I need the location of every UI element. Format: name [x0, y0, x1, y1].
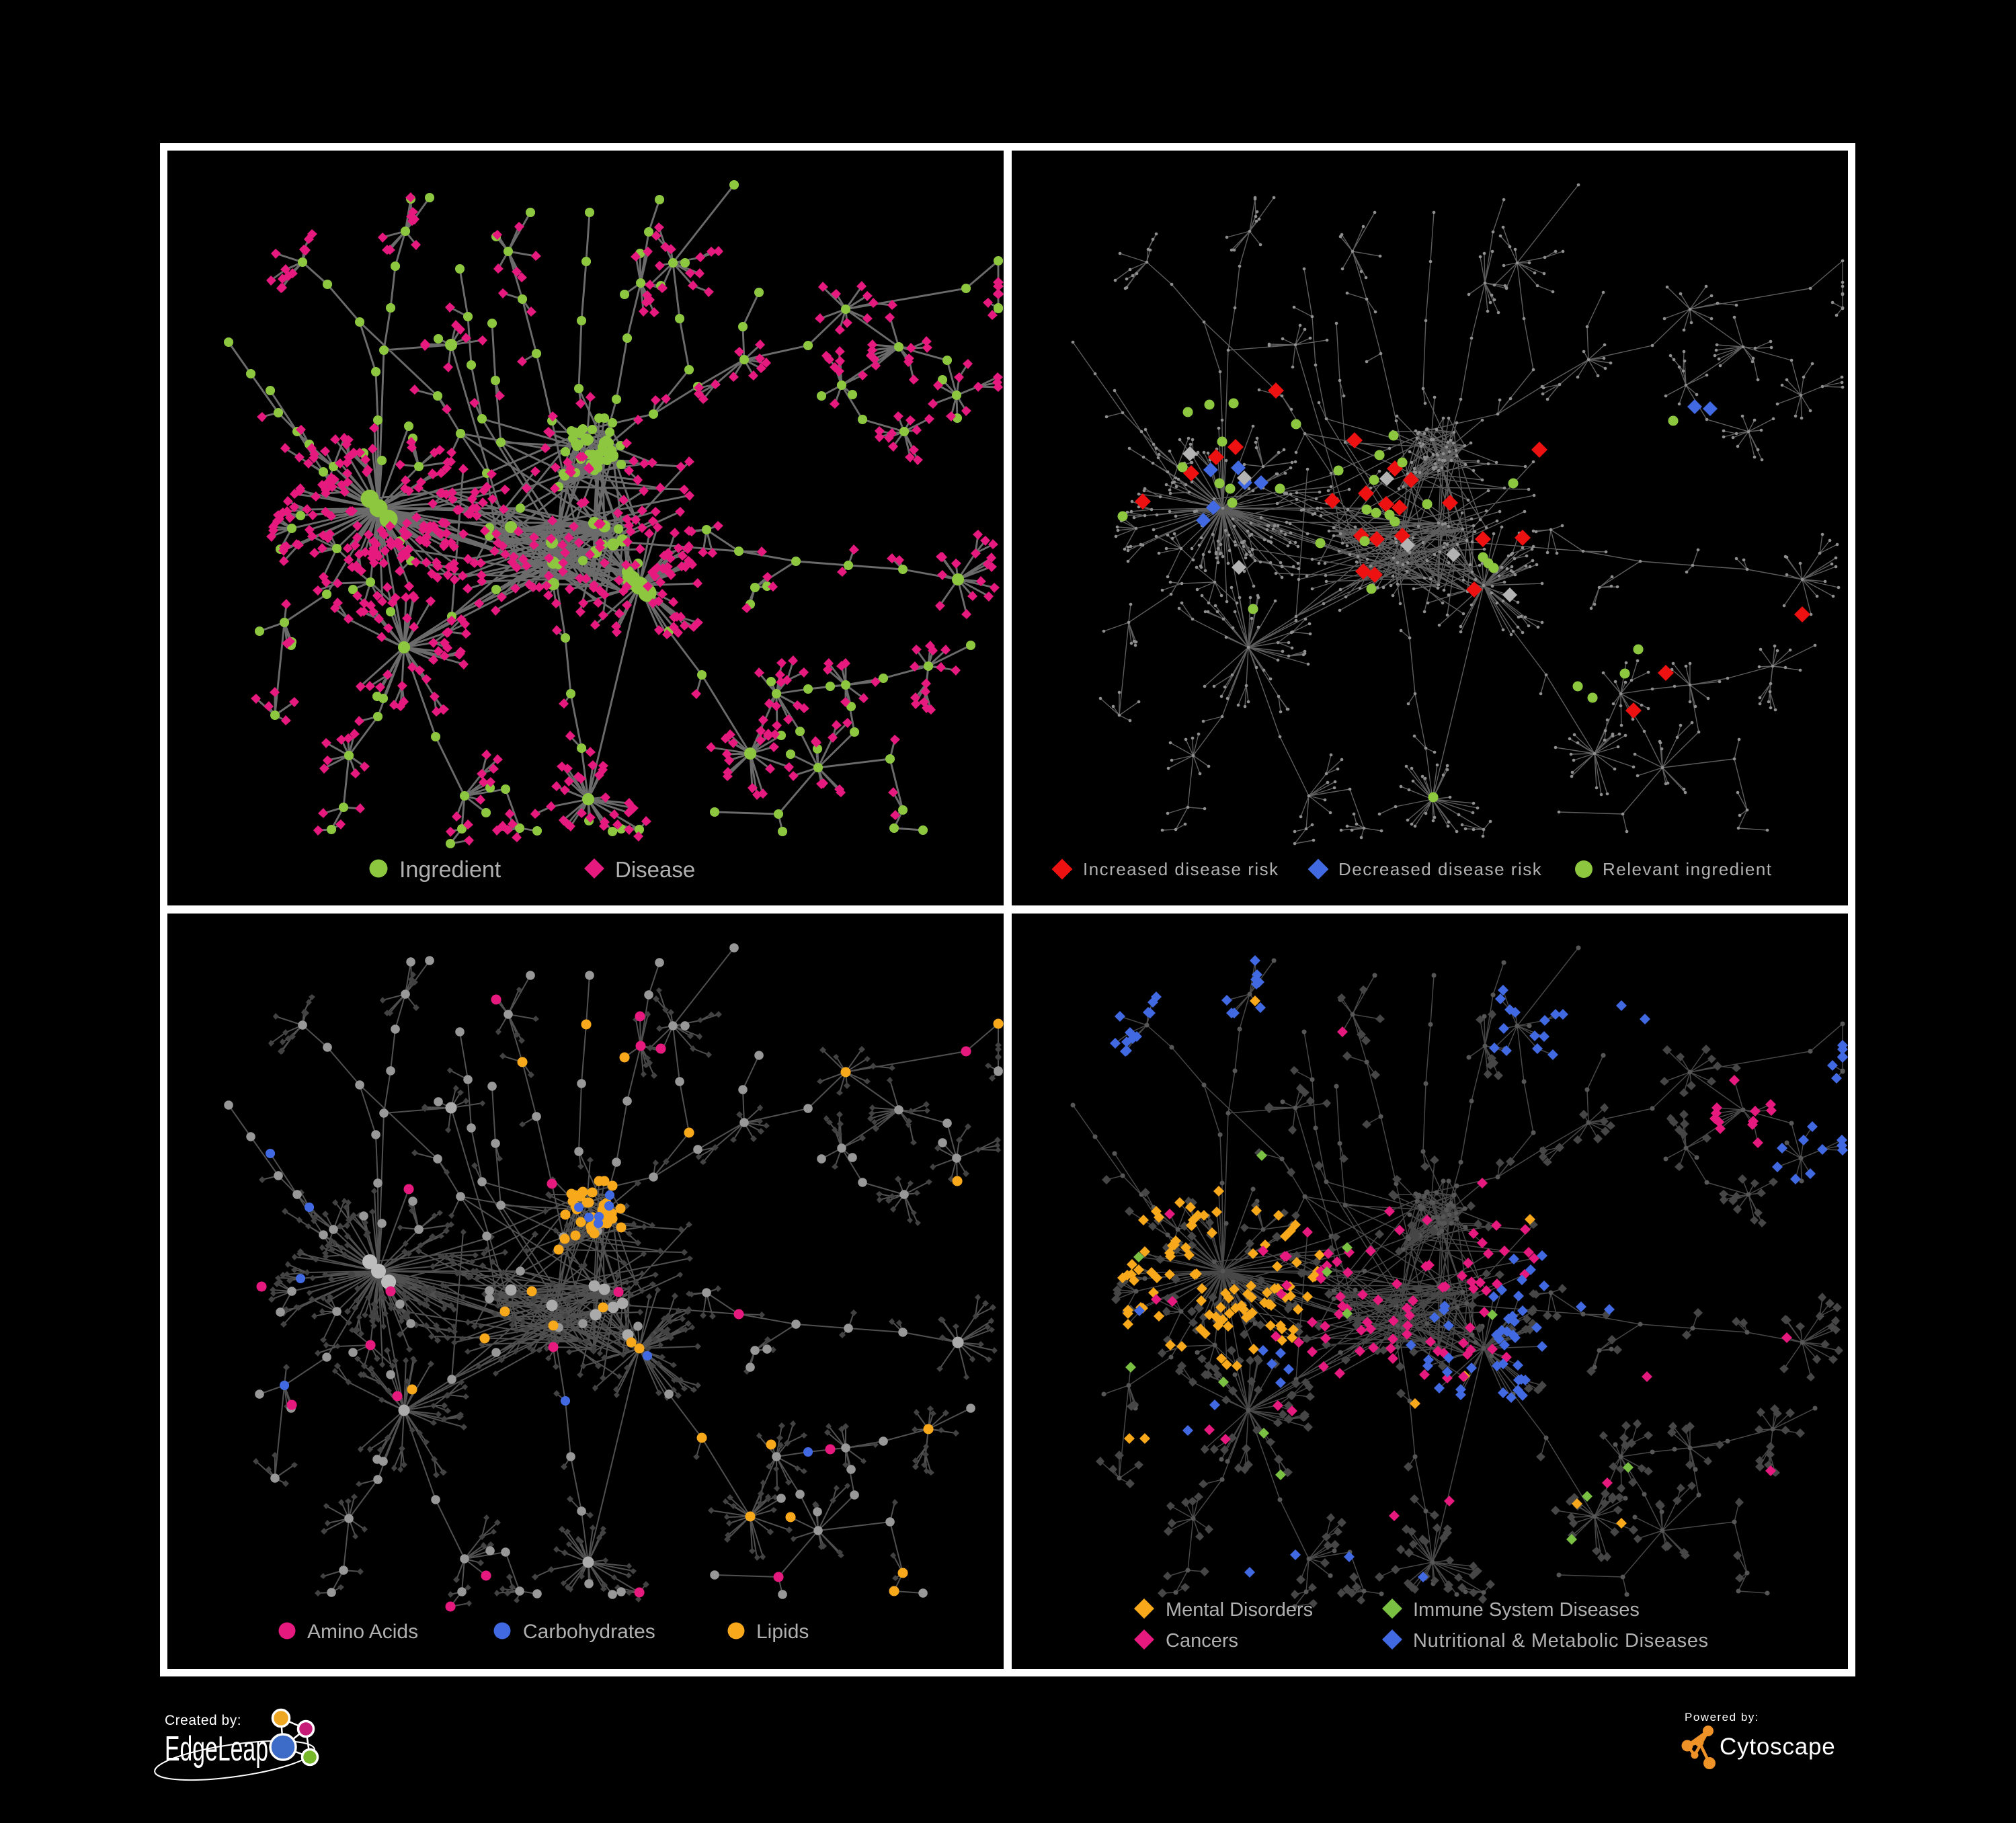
- svg-text:Created by:: Created by:: [165, 1713, 241, 1728]
- svg-text:Powered by:: Powered by:: [1685, 1711, 1759, 1724]
- svg-text:Cancers: Cancers: [1166, 1630, 1238, 1652]
- svg-text:Nutritional & Metabolic Diseas: Nutritional & Metabolic Diseases: [1413, 1630, 1709, 1652]
- svg-text:Ingredient: Ingredient: [399, 857, 501, 883]
- svg-text:Immune System Diseases: Immune System Diseases: [1413, 1599, 1640, 1621]
- svg-text:Amino Acids: Amino Acids: [307, 1621, 418, 1643]
- svg-text:Lipids: Lipids: [756, 1621, 809, 1643]
- svg-text:Relevant ingredient: Relevant ingredient: [1603, 859, 1773, 879]
- svg-text:Increased disease risk: Increased disease risk: [1083, 859, 1279, 879]
- svg-text:Disease: Disease: [615, 857, 695, 882]
- svg-text:Carbohydrates: Carbohydrates: [523, 1621, 655, 1643]
- svg-text:Cytoscape: Cytoscape: [1720, 1734, 1836, 1760]
- svg-text:EdgeLeap: EdgeLeap: [165, 1730, 268, 1769]
- svg-text:Decreased disease risk: Decreased disease risk: [1338, 859, 1542, 879]
- svg-text:Mental Disorders: Mental Disorders: [1166, 1599, 1313, 1621]
